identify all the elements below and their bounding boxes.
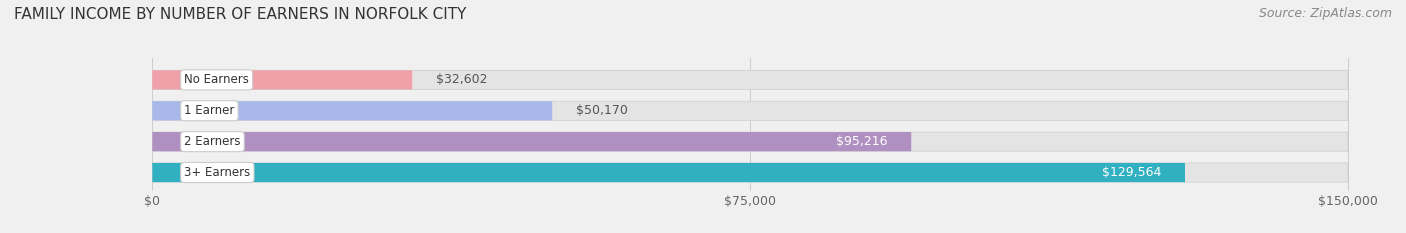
- FancyBboxPatch shape: [152, 163, 1348, 182]
- Text: Source: ZipAtlas.com: Source: ZipAtlas.com: [1258, 7, 1392, 20]
- Text: $129,564: $129,564: [1102, 166, 1161, 179]
- FancyBboxPatch shape: [152, 132, 1348, 151]
- FancyBboxPatch shape: [152, 101, 553, 120]
- Text: 1 Earner: 1 Earner: [184, 104, 235, 117]
- Text: $32,602: $32,602: [436, 73, 488, 86]
- Text: FAMILY INCOME BY NUMBER OF EARNERS IN NORFOLK CITY: FAMILY INCOME BY NUMBER OF EARNERS IN NO…: [14, 7, 467, 22]
- Text: $50,170: $50,170: [576, 104, 628, 117]
- FancyBboxPatch shape: [152, 70, 412, 89]
- Text: $95,216: $95,216: [835, 135, 887, 148]
- Text: No Earners: No Earners: [184, 73, 249, 86]
- Text: 3+ Earners: 3+ Earners: [184, 166, 250, 179]
- FancyBboxPatch shape: [152, 70, 1348, 89]
- Text: 2 Earners: 2 Earners: [184, 135, 240, 148]
- FancyBboxPatch shape: [152, 101, 1348, 120]
- FancyBboxPatch shape: [152, 132, 911, 151]
- FancyBboxPatch shape: [152, 163, 1185, 182]
